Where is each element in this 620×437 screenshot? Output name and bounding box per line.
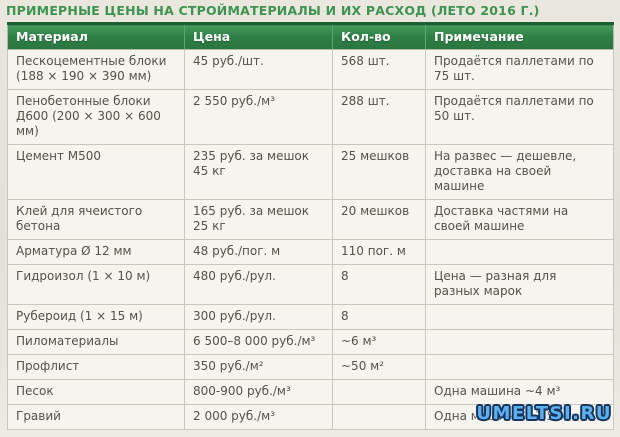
price-cell: 2 550 руб./м³ xyxy=(184,89,333,145)
note-cell: Цена — разная для разных марок xyxy=(425,264,614,305)
table-row: Пескоцементные блоки (188 × 190 × 390 мм… xyxy=(7,49,614,90)
header-qty: Кол-во xyxy=(332,22,426,50)
umeltsi-watermark-logo: UMELTSI.RU xyxy=(476,403,612,424)
note-cell xyxy=(425,354,614,380)
price-cell: 800-900 руб./м³ xyxy=(184,379,333,405)
header-material: Материал xyxy=(7,22,185,50)
price-cell: 6 500–8 000 руб./м³ xyxy=(184,329,333,355)
price-table: Материал Цена Кол-во Примечание Пескоцем… xyxy=(7,22,614,430)
table-header-row: Материал Цена Кол-во Примечание xyxy=(7,22,614,50)
note-cell: Одна машина ~4 м³ xyxy=(425,379,614,405)
note-cell xyxy=(425,239,614,265)
note-cell: На развес — дешевле, доставка на своей м… xyxy=(425,144,614,200)
material-cell: Рубероид (1 × 15 м) xyxy=(7,304,185,330)
qty-cell: 110 пог. м xyxy=(332,239,426,265)
material-cell: Цемент М500 xyxy=(7,144,185,200)
table-row: Рубероид (1 × 15 м) 300 руб./рул. 8 xyxy=(7,304,614,330)
material-cell: Гравий xyxy=(7,404,185,430)
price-cell: 45 руб./шт. xyxy=(184,49,333,90)
qty-cell: ~50 м² xyxy=(332,354,426,380)
table-row: Профлист 350 руб./м² ~50 м² xyxy=(7,354,614,380)
table-row: Гравий 2 000 руб./м³ Одна машина ~1,5 м³ xyxy=(7,404,614,430)
qty-cell: 568 шт. xyxy=(332,49,426,90)
qty-cell: 20 мешков xyxy=(332,199,426,240)
table-row: Гидроизол (1 × 10 м) 480 руб./рул. 8 Цен… xyxy=(7,264,614,305)
header-note: Примечание xyxy=(425,22,614,50)
material-cell: Арматура Ø 12 мм xyxy=(7,239,185,265)
qty-cell: 25 мешков xyxy=(332,144,426,200)
table-row: Песок 800-900 руб./м³ Одна машина ~4 м³ xyxy=(7,379,614,405)
table-row: Цемент М500 235 руб. за мешок 45 кг 25 м… xyxy=(7,144,614,200)
price-cell: 2 000 руб./м³ xyxy=(184,404,333,430)
note-cell: Одна машина ~1,5 м³ xyxy=(425,404,614,430)
note-cell xyxy=(425,329,614,355)
qty-cell: 8 xyxy=(332,264,426,305)
material-cell: Пиломатериалы xyxy=(7,329,185,355)
material-cell: Профлист xyxy=(7,354,185,380)
material-cell: Пескоцементные блоки (188 × 190 × 390 мм… xyxy=(7,49,185,90)
price-cell: 165 руб. за мешок 25 кг xyxy=(184,199,333,240)
page-title: ПРИМЕРНЫЕ ЦЕНЫ НА СТРОЙМАТЕРИАЛЫ И ИХ РА… xyxy=(6,3,540,18)
qty-cell: 288 шт. xyxy=(332,89,426,145)
material-cell: Клей для ячеистого бетона xyxy=(7,199,185,240)
note-cell: Доставка частями на своей машине xyxy=(425,199,614,240)
qty-cell xyxy=(332,404,426,430)
price-cell: 300 руб./рул. xyxy=(184,304,333,330)
material-cell: Гидроизол (1 × 10 м) xyxy=(7,264,185,305)
header-price: Цена xyxy=(184,22,333,50)
qty-cell: ~6 м³ xyxy=(332,329,426,355)
material-cell: Песок xyxy=(7,379,185,405)
note-cell xyxy=(425,304,614,330)
table-row: Пиломатериалы 6 500–8 000 руб./м³ ~6 м³ xyxy=(7,329,614,355)
price-cell: 480 руб./рул. xyxy=(184,264,333,305)
material-cell: Пенобетонные блоки Д600 (200 × 300 × 600… xyxy=(7,89,185,145)
note-cell: Продаётся паллетами по 50 шт. xyxy=(425,89,614,145)
qty-cell: 8 xyxy=(332,304,426,330)
table-row: Пенобетонные блоки Д600 (200 × 300 × 600… xyxy=(7,89,614,145)
price-cell: 235 руб. за мешок 45 кг xyxy=(184,144,333,200)
qty-cell xyxy=(332,379,426,405)
price-cell: 48 руб./пог. м xyxy=(184,239,333,265)
price-cell: 350 руб./м² xyxy=(184,354,333,380)
note-cell: Продаётся паллетами по 75 шт. xyxy=(425,49,614,90)
table-row: Арматура Ø 12 мм 48 руб./пог. м 110 пог.… xyxy=(7,239,614,265)
table-row: Клей для ячеистого бетона 165 руб. за ме… xyxy=(7,199,614,240)
